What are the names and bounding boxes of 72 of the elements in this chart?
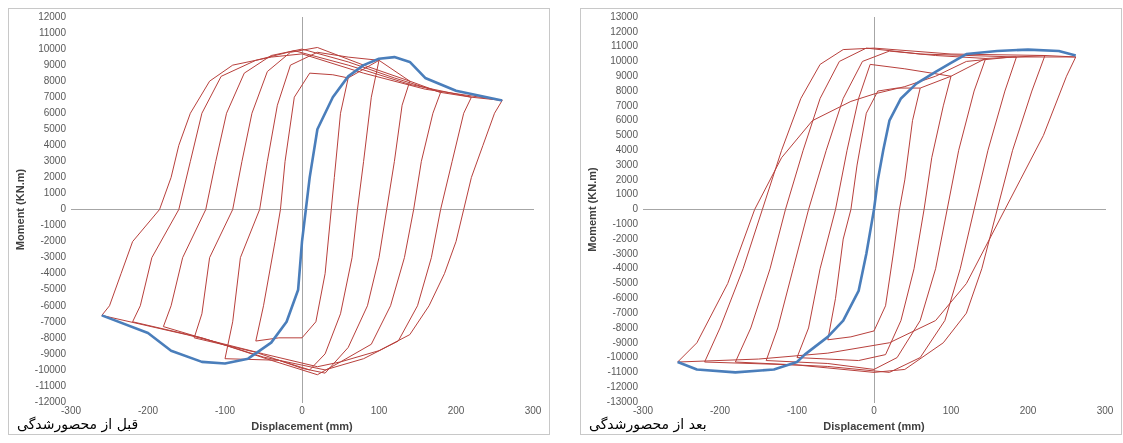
y-tick-label: 9000 xyxy=(615,69,639,81)
y-tick-label: -10000 xyxy=(34,363,67,375)
y-tick-label: 7000 xyxy=(43,90,67,102)
y-tick-label: 8000 xyxy=(615,84,639,96)
y-tick-label: -12000 xyxy=(34,395,67,407)
x-axis-title: Displacement (mm) xyxy=(823,419,926,432)
x-tick-label: 200 xyxy=(1019,404,1037,416)
text: بعد از محصورشدگی xyxy=(589,415,707,433)
y-tick-label: 5000 xyxy=(615,129,639,141)
y-tick-label: -4000 xyxy=(612,262,639,274)
y-tick-label: -2000 xyxy=(612,232,639,244)
text: قبل از محصورشدگی xyxy=(17,415,139,433)
y-tick-label: 2000 xyxy=(43,171,67,183)
y-tick-label: -1000 xyxy=(612,218,639,230)
x-tick-label: 100 xyxy=(942,404,960,416)
y-tick-label: 1000 xyxy=(43,187,67,199)
x-tick-label: -100 xyxy=(214,404,236,416)
y-tick-label: 12000 xyxy=(38,10,67,22)
y-tick-label: -11000 xyxy=(607,366,639,378)
x-tick-label: 0 xyxy=(871,404,878,416)
y-tick-label: -10000 xyxy=(606,351,639,363)
y-tick-label: -2000 xyxy=(40,235,67,247)
y-tick-label: -11000 xyxy=(35,379,67,391)
y-tick-label: 9000 xyxy=(43,58,67,70)
y-tick-label: -4000 xyxy=(40,267,67,279)
y-tick-label: 4000 xyxy=(615,144,639,156)
y-tick-label: 0 xyxy=(632,203,639,215)
y-tick-label: -3000 xyxy=(612,247,639,259)
y-tick-label: -8000 xyxy=(612,321,639,333)
y-tick-label: 2000 xyxy=(615,173,639,185)
y-axis-title: Moment (KN.m) xyxy=(14,168,27,251)
y-tick-label: -13000 xyxy=(606,395,639,407)
y-tick-label: -3000 xyxy=(40,251,67,263)
y-tick-label: 10000 xyxy=(610,55,639,67)
x-tick-label: -300 xyxy=(60,404,82,416)
x-tick-label: 100 xyxy=(370,404,388,416)
y-tick-label: -9000 xyxy=(612,336,639,348)
y-tick-label: 0 xyxy=(60,203,67,215)
y-tick-label: -5000 xyxy=(40,283,67,295)
y-tick-label: 13000 xyxy=(610,10,639,22)
y-tick-label: 1000 xyxy=(615,188,639,200)
x-tick-label: 300 xyxy=(1096,404,1114,416)
y-tick-label: 7000 xyxy=(615,99,639,111)
y-tick-label: 5000 xyxy=(43,123,67,135)
x-tick-label: -100 xyxy=(786,404,808,416)
y-tick-label: -7000 xyxy=(40,315,67,327)
y-tick-label: -9000 xyxy=(40,347,67,359)
y-tick-label: 11000 xyxy=(38,26,67,38)
y-tick-label: 6000 xyxy=(43,107,67,118)
x-tick-label: -300 xyxy=(632,404,654,416)
y-tick-label: -7000 xyxy=(612,306,639,318)
x-tick-label: -200 xyxy=(137,404,159,416)
y-tick-label: -6000 xyxy=(40,299,67,311)
y-tick-label: -12000 xyxy=(606,380,639,392)
y-tick-label: -5000 xyxy=(612,277,639,289)
y-tick-label: 3000 xyxy=(43,155,67,167)
y-tick-label: 10000 xyxy=(38,42,67,54)
x-tick-label: -200 xyxy=(709,404,731,416)
y-tick-label: 8000 xyxy=(43,74,67,86)
x-tick-label: 200 xyxy=(447,404,465,416)
y-tick-label: 3000 xyxy=(615,158,639,170)
y-tick-label: 6000 xyxy=(615,114,639,126)
x-tick-label: 0 xyxy=(299,404,306,416)
y-tick-label: 11000 xyxy=(610,40,639,52)
x-tick-label: 300 xyxy=(524,404,542,416)
y-tick-label: 4000 xyxy=(43,139,67,151)
y-tick-label: -1000 xyxy=(40,219,67,231)
y-tick-label: 12000 xyxy=(610,25,639,37)
y-tick-label: -6000 xyxy=(612,292,639,304)
y-axis-title: Momemt (KN.m) xyxy=(586,167,599,252)
y-tick-label: -8000 xyxy=(40,331,67,343)
x-axis-title: Displacement (mm) xyxy=(251,419,354,432)
